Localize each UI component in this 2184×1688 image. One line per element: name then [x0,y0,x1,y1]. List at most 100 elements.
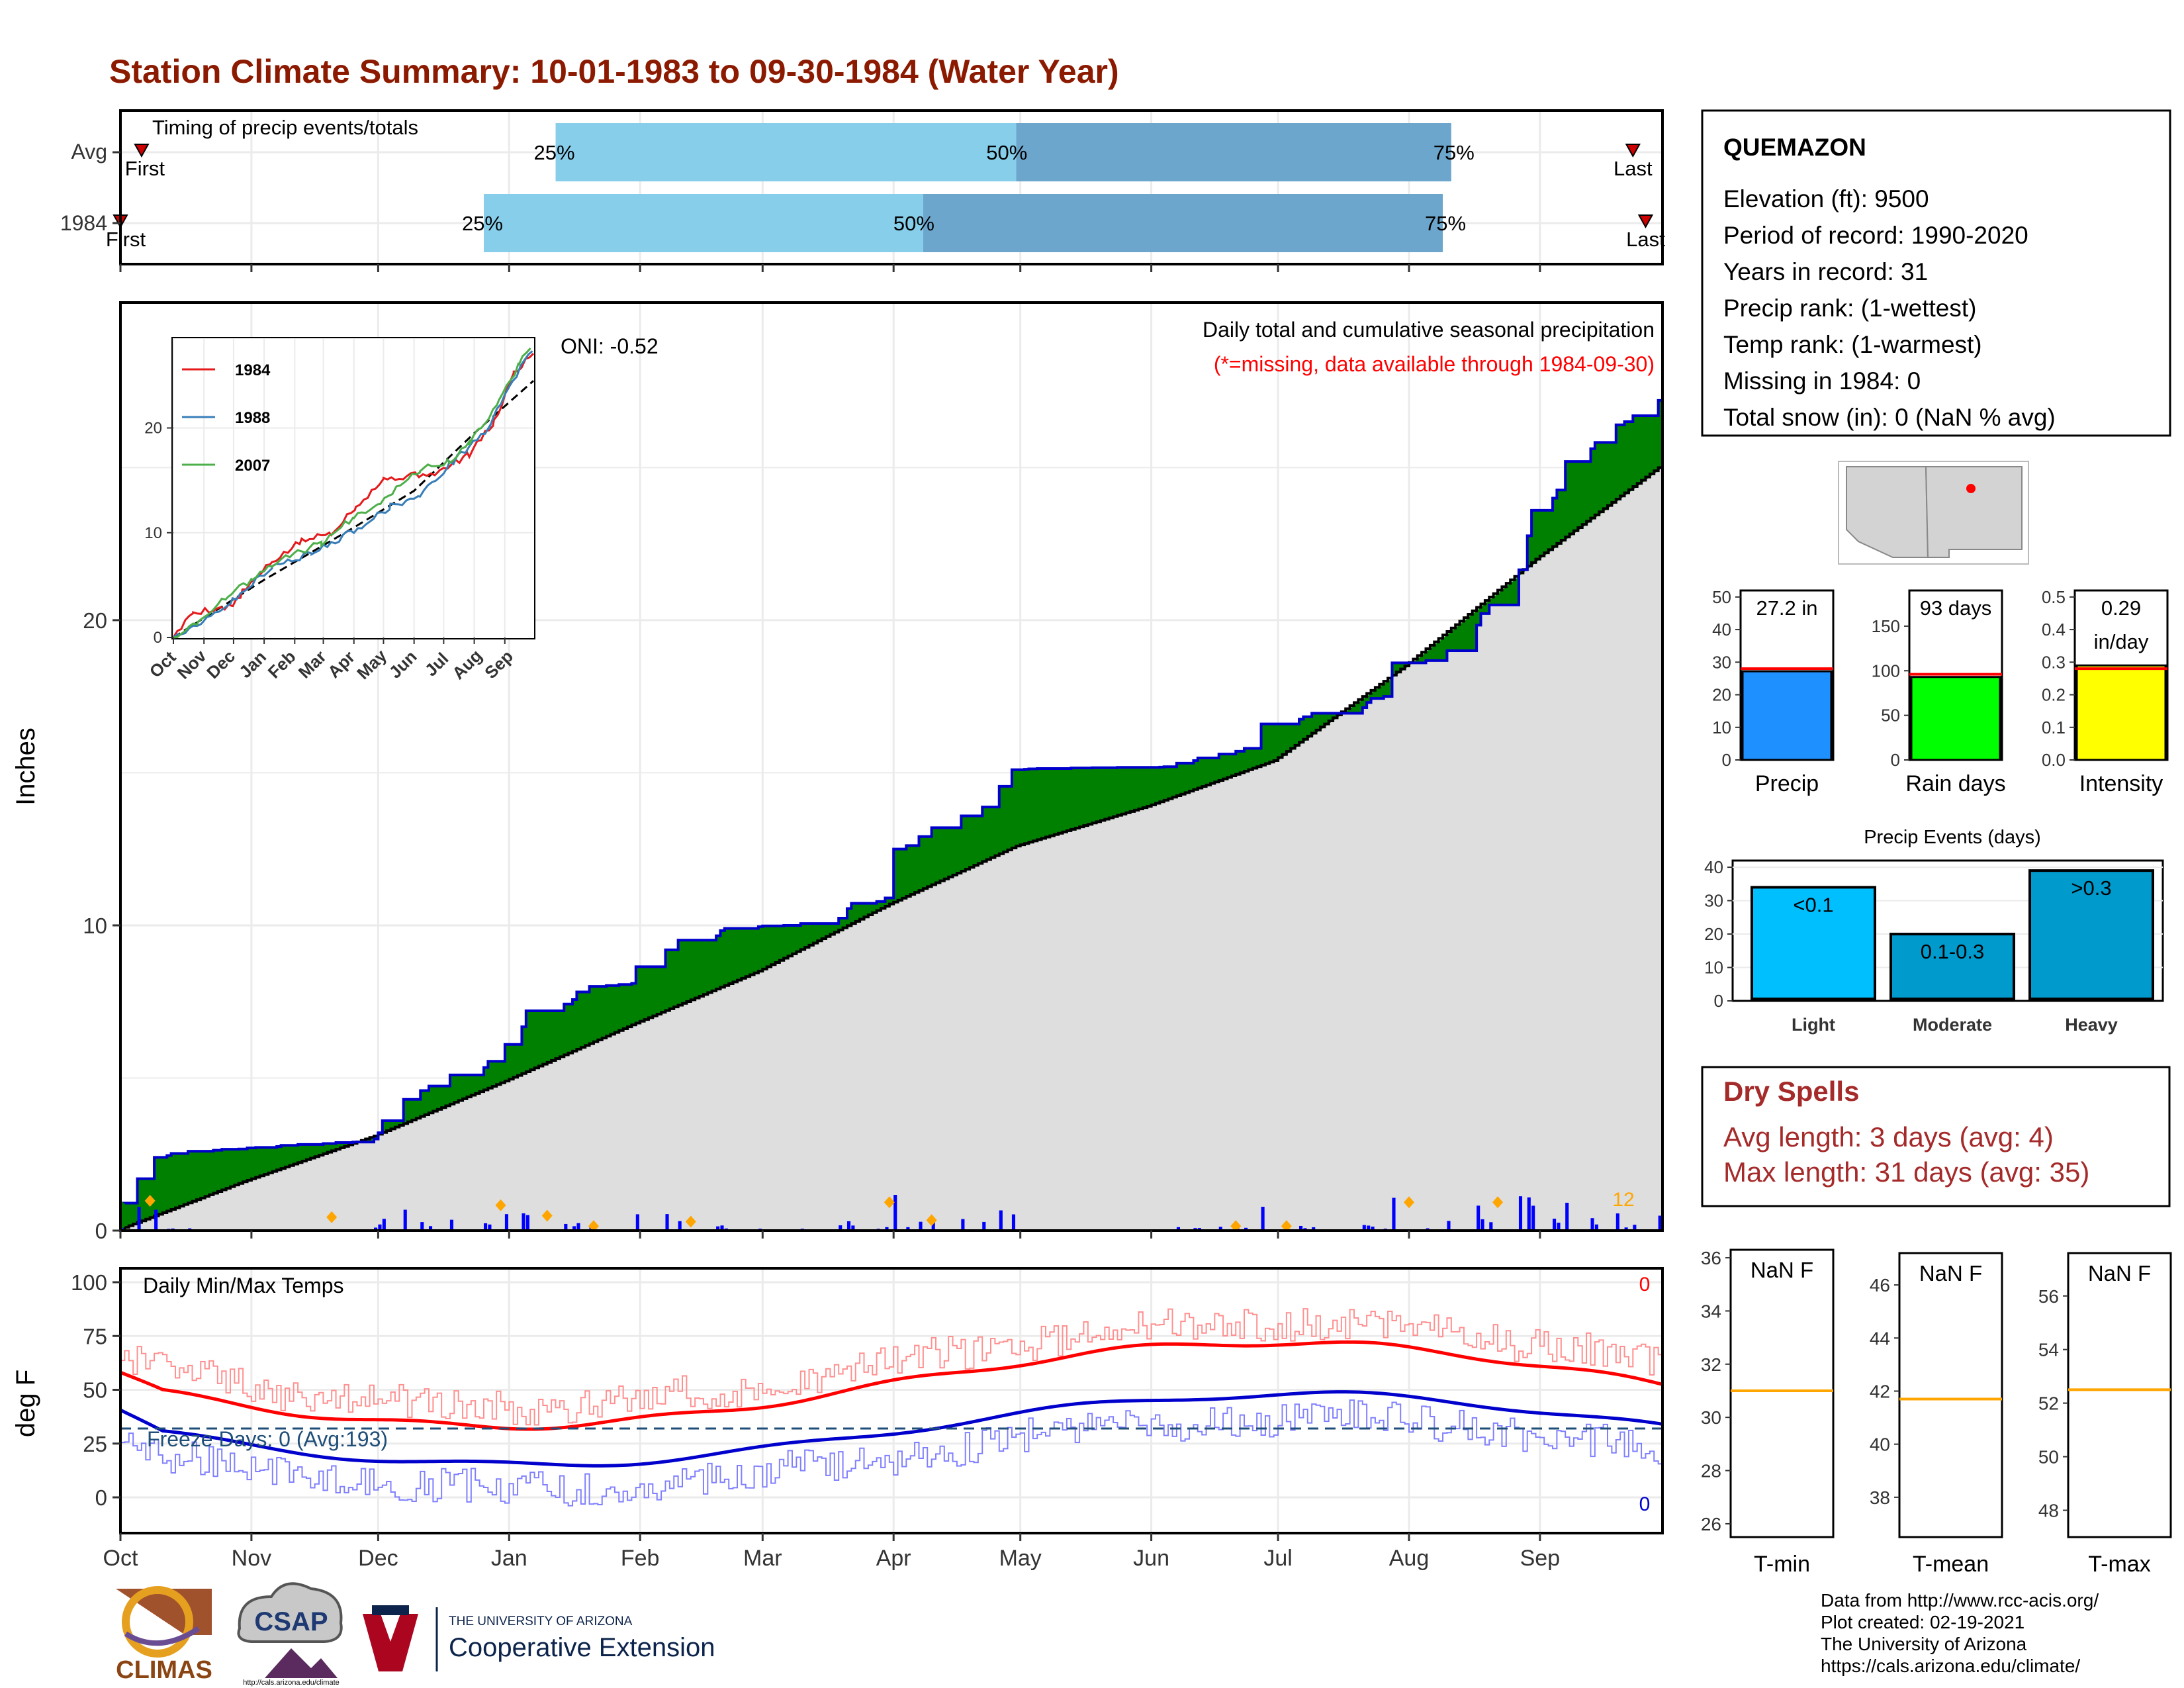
daily-precip-bar [576,1223,580,1231]
inset-series-line [173,350,533,639]
station-line: Precip rank: (1-wettest) [1723,295,1976,322]
daily-precip-bar [488,1224,492,1231]
cumulative-precip-line [119,399,1662,1231]
precip-count-label: 12 [1612,1189,1634,1211]
precip-y-tick: 0 [95,1219,107,1243]
precip-marker [685,1215,696,1228]
station-line: Missing in 1984: 0 [1723,367,1921,395]
daily-precip-bar [154,1209,158,1231]
daily-precip-bar [885,1227,889,1231]
csap-url: http://cals.arizona.edu/climate [243,1679,340,1687]
daily-precip-bar [961,1219,965,1231]
month-tick-label: Sep [1520,1546,1561,1571]
temp-box-y-tick: 26 [1701,1514,1721,1534]
temp-box-value: NaN F [1751,1258,1813,1282]
summary-bar-y-tick: 0.1 [2042,718,2066,737]
summary-bar-y-tick: 0.3 [2042,652,2066,672]
daily-precip-bar [1615,1213,1619,1231]
summary-bar-value: 0.29 [2101,596,2141,620]
first-day-marker [120,1199,138,1231]
summary-bar-label: Intensity [2079,771,2163,796]
summary-bar-value: 93 days [1920,596,1992,620]
temp-box-y-tick: 40 [1870,1434,1890,1455]
events-category: Light [1792,1015,1835,1035]
temp-box-y-tick: 28 [1701,1461,1721,1481]
timing-last-marker [1637,214,1654,229]
summary-bar-y-tick: 0.4 [2042,620,2066,639]
timing-last-label: Last [1614,157,1653,180]
timing-title: Timing of precip events/totals [152,116,418,139]
month-tick-label: Jul [1263,1546,1292,1571]
month-tick-label: Jun [1133,1546,1169,1571]
dry-spells-max: Max length: 31 days (avg: 35) [1723,1156,2089,1188]
precip-title: Daily total and cumulative seasonal prec… [1203,318,1655,342]
precip-y-tick: 20 [83,608,107,633]
summary-bar-y-tick: 150 [1872,616,1900,636]
precip-marker [1492,1196,1504,1209]
timing-bar-25-50 [555,123,1017,181]
ua-cooperative-extension: Cooperative Extension [449,1633,715,1662]
precip-panel: Daily total and cumulative seasonal prec… [11,301,1664,1243]
daily-precip-bar [1261,1207,1265,1231]
timing-q25-label: 25% [533,141,574,164]
temp-box-value: NaN F [2088,1261,2151,1286]
precip-marker [326,1211,338,1223]
events-bar [2028,869,2154,1000]
daily-precip-bar [1447,1221,1451,1231]
temp-box-y-tick: 36 [1701,1248,1721,1268]
daily-precip-bar [1489,1222,1493,1231]
locator-map [1838,461,2029,565]
temp-box-label: T-min [1754,1552,1810,1577]
cumulative-inset: 19841988200701020OctNovDecJanFebMarAprMa… [144,337,535,683]
daily-precip-bar [1392,1197,1396,1231]
inset-legend-label: 1988 [235,409,270,427]
daily-precip-bar [1244,1227,1248,1231]
temp-box-y-tick: 30 [1701,1407,1721,1428]
station-line: Period of record: 1990-2020 [1723,222,2028,249]
daily-precip-bar [665,1214,669,1231]
daily-precip-bar [720,1225,724,1231]
timing-first-label: First [106,228,146,251]
temp-box-label: T-max [2088,1552,2150,1577]
timing-row-year-label: 1984 [60,211,107,235]
month-tick-label: Jan [491,1546,527,1571]
daily-precip-bar [1371,1227,1375,1231]
daily-precip-bar [1624,1227,1628,1231]
precip-marker [1281,1220,1292,1233]
temp-y-axis-label: deg F [11,1370,40,1437]
month-tick-label: Dec [358,1546,398,1571]
temp-y-tick: 50 [83,1378,107,1403]
temp-box-label: T-mean [1913,1552,1989,1577]
events-bar-label: 0.1-0.3 [1921,940,1985,963]
daily-precip-bar [982,1221,986,1231]
daily-precip-bar [1658,1215,1662,1231]
daily-precip-bar [1176,1227,1180,1231]
summary-bar [2075,664,2167,761]
daily-precip-bar [572,1226,576,1231]
events-y-tick: 10 [1704,958,1723,978]
average-cumulative-line [119,466,1662,1231]
average-cumulative-area [120,467,1662,1231]
credit-line: https://cals.arizona.edu/climate/ [1821,1656,2080,1676]
daily-precip-bar [429,1226,433,1231]
summary-bar-label: Precip [1755,771,1819,796]
csap-logo-text: CSAP [254,1607,328,1636]
daily-max-temp-line [120,1308,1662,1426]
credit-line: Plot created: 02-19-2021 [1821,1612,2025,1632]
daily-precip-bar [919,1221,923,1231]
summary-bar-y-tick: 100 [1872,661,1900,680]
daily-precip-bar [504,1214,509,1231]
station-line: Elevation (ft): 9500 [1723,185,1929,212]
summary-bar-value: 27.2 in [1756,596,1817,620]
month-tick-label: May [999,1546,1042,1571]
ua-name-small: THE UNIVERSITY OF ARIZONA [449,1615,633,1628]
timing-last-marker [1625,144,1641,158]
credit-line: The University of Arizona [1821,1634,2027,1654]
timing-q75-label: 75% [1433,141,1475,164]
summary-bar-value-unit: in/day [2094,630,2149,653]
summary-bar-label: Rain days [1905,771,2005,796]
daily-precip-bar [1362,1225,1366,1231]
summary-bar-y-tick: 20 [1712,685,1731,705]
timing-bar-25-50 [483,194,923,252]
daily-precip-bar [678,1221,682,1231]
